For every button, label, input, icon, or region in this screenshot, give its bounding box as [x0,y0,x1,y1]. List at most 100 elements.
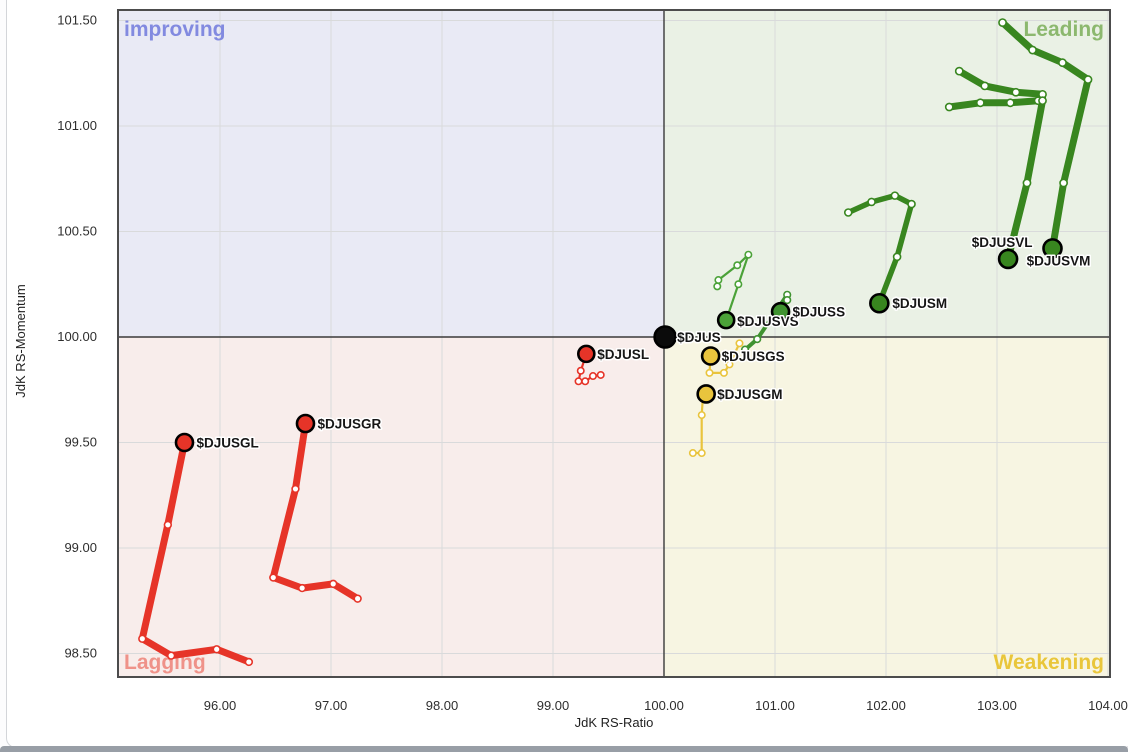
tail-point-djusgr [291,484,300,494]
head-dot-djus[interactable] [653,325,677,349]
x-axis-title: JdK RS-Ratio [575,715,654,730]
tail-point-djusvl [1011,87,1021,97]
tail-djusgl [138,439,253,666]
symbol-label-djusgl[interactable]: $DJUSGL [195,434,260,452]
tail-point-djusm [890,191,900,200]
axis-ticks: 96.00 97.00 98.00 99.00 100.00 101.00 102.00 10… [57,13,1128,714]
tail-point-djusgs [705,368,714,377]
tail-point-djusl [588,372,597,381]
symbol-label-djusgm[interactable]: $DJUSGM [716,385,784,403]
y-tick-100: 100.00 [57,329,97,344]
tail-point-djusgr [297,583,307,593]
head-dot-djusvs[interactable] [716,310,736,330]
quadrant-label-weakening: Weakening [994,651,1104,674]
tail-point-djusm [892,252,902,262]
tail-point-djusgr [269,573,278,582]
y-tick-99.5: 99.50 [64,435,97,450]
tail-point-djusgl [244,657,254,667]
tail-point-djusgl [212,645,221,654]
tail-point-djusvs [744,250,753,259]
x-tick-96: 96.00 [204,698,237,713]
quadrant-bg-weakening [664,337,1110,677]
x-tick-102: 102.00 [866,698,906,713]
tail-point-djusl [576,366,585,375]
tail-point-djusgr [329,579,338,589]
x-tick-99: 99.00 [537,698,570,713]
symbol-label-djusgs[interactable]: $DJUSGS [720,347,786,365]
quadrant-label-improving: improving [124,18,226,41]
head-dot-djuss[interactable] [770,301,791,322]
tail-point-djusvm [1058,58,1067,68]
tail-point-djusgl [166,651,176,660]
tail-point-djusl [574,377,583,386]
symbol-label-djusm[interactable]: $DJUSM [891,295,949,313]
y-tick-101.5: 101.50 [57,13,97,28]
y-tick-101: 101.00 [57,118,97,133]
x-tick-98: 98.00 [426,698,459,713]
symbol-label-djusl[interactable]: $DJUSL [596,345,651,363]
tail-point-djusvl [980,81,990,91]
head-dot-djusgm[interactable] [696,384,716,404]
head-dot-djusgr[interactable] [295,413,316,434]
x-tick-103: 103.00 [977,698,1017,713]
tail2-djusvl [945,97,1042,111]
y-tick-100.5: 100.50 [57,224,97,239]
tail-point-djusvm [1083,75,1093,84]
symbol-labels: $DJUS $DJUSL $DJUSGL $DJUSGR $DJUSGS $DJUSGM $… [195,233,1092,452]
bottom-panel-edge [0,746,1128,752]
tail-point-djusvm [1059,178,1068,188]
tail-point-djusvl [1022,178,1032,188]
head-dot-djusgl[interactable] [174,432,195,453]
tail-djusvm [999,19,1092,252]
tail-point-djusvl [975,98,985,108]
tail-point-djusgl [138,634,147,643]
tail-point-djusl [596,370,605,379]
tail-djusgr [269,420,362,603]
head-dot-djusl[interactable] [576,344,596,364]
tail-point-djusvl [1005,98,1015,108]
y-tick-99: 99.00 [64,540,97,555]
symbol-label-djusvl[interactable]: $DJUSVL [970,233,1034,251]
quadrant-bg-lagging [118,337,664,677]
tail-point-djusgr [353,594,362,603]
head-dot-djusvl[interactable] [997,248,1019,270]
tail-point-djuss [753,335,762,344]
head-dot-djusgs[interactable] [700,346,721,366]
tail-point-djusvl [954,66,964,76]
tail-point-djusvs [734,280,743,289]
symbol-label-djusvs[interactable]: $DJUSVS [736,313,801,331]
tail-point-djusvs [713,282,722,291]
symbol-label-djusvm[interactable]: $DJUSVM [1025,252,1092,270]
tail-point-djuss [740,345,750,354]
symbol-label-djuss[interactable]: $DJUSS [791,303,847,321]
quadrant-bg-improving [118,10,664,337]
x-tick-100: 100.00 [644,698,684,713]
tail-point-djusvm [998,18,1007,28]
quadrant-label-leading: Leading [1023,18,1104,41]
y-tick-98.5: 98.50 [64,646,97,661]
tail-point-djusm [843,208,853,217]
tail-point-djusgm [697,411,706,420]
tail-point-djusgs [719,368,728,377]
symbol-label-djus[interactable]: $DJUS [676,329,723,347]
x-tick-104: 104.00 [1088,698,1128,713]
tail-point-djusm [907,199,916,209]
head-dot-djusvm[interactable] [1042,238,1063,259]
tail-point-djuss [783,295,792,305]
tail-point-djusvl [944,102,954,112]
tail-point-djusgm [688,449,697,458]
series-tails [138,18,1093,667]
tail-point-djusvs [714,276,723,285]
tail-point-djusgs [735,339,744,348]
plot-border [117,9,1111,678]
tail-point-djusl [581,377,590,386]
head-dot-djusm[interactable] [869,292,890,314]
quadrant-backgrounds [118,10,1110,677]
symbol-label-djusgr[interactable]: $DJUSGR [316,415,383,433]
tail-point-djusgl [163,520,173,529]
y-axis-title: JdK RS-Momentum [13,284,28,397]
tail-point-djusm [867,197,876,207]
tail-point-djusvm [1028,45,1037,55]
